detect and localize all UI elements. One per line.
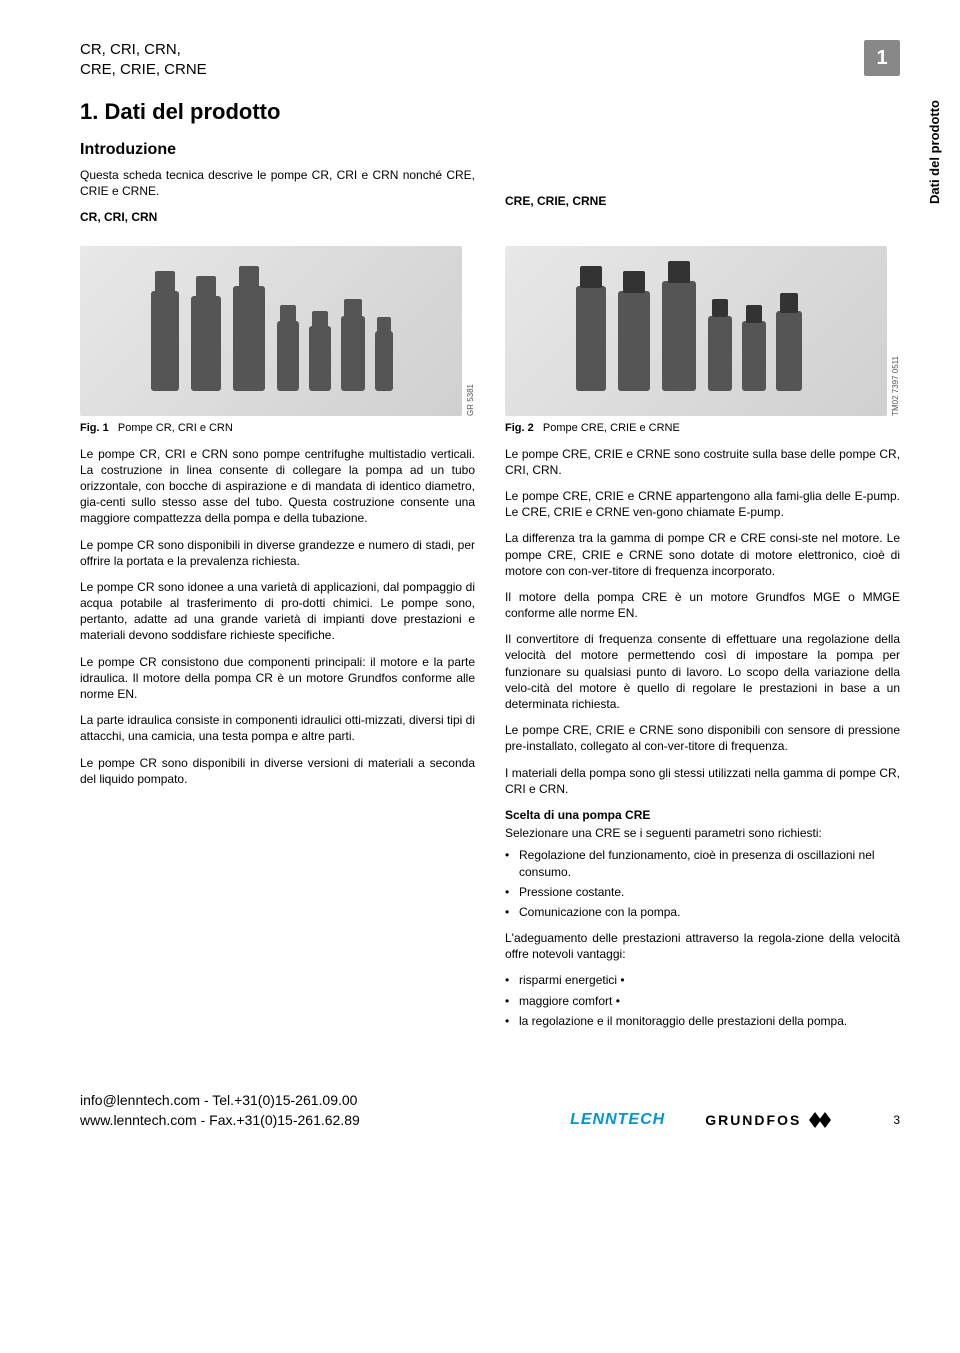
fig1-img-row: GR 5381	[80, 246, 475, 416]
fig1-image	[80, 246, 462, 416]
grundfos-text: GRUNDFOS	[705, 1112, 801, 1128]
intro-p1: Questa scheda tecnica descrive le pompe …	[80, 167, 475, 199]
figures-row: GR 5381 Fig. 1 Pompe CR, CRI e CRN	[80, 246, 900, 446]
grundfos-logo: GRUNDFOS	[705, 1110, 833, 1130]
intro-sub-right: CRE, CRIE, CRNE	[505, 193, 900, 209]
pump-row-icon	[141, 261, 401, 401]
footer-line2: www.lenntech.com - Fax.+31(0)15-261.62.8…	[80, 1111, 360, 1131]
list-item: Comunicazione con la pompa.	[519, 904, 900, 920]
grundfos-icon	[807, 1110, 833, 1130]
fig2-image	[505, 246, 887, 416]
right-p5: Le pompe CRE, CRIE e CRNE sono disponibi…	[505, 722, 900, 754]
intro-left: Introduzione Questa scheda tecnica descr…	[80, 141, 475, 236]
footer-contact: info@lenntech.com - Tel.+31(0)15-261.09.…	[80, 1091, 360, 1130]
fig1-caption: Fig. 1 Pompe CR, CRI e CRN	[80, 422, 475, 434]
footer-logos: LENNTECH GRUNDFOS 3	[570, 1110, 900, 1130]
footer: info@lenntech.com - Tel.+31(0)15-261.09.…	[80, 1079, 900, 1130]
page: CR, CRI, CRN, CRE, CRIE, CRNE 1 Dati del…	[0, 0, 960, 1353]
fig2-caption: Fig. 2 Pompe CRE, CRIE e CRNE	[505, 422, 900, 434]
header-title: CR, CRI, CRN, CRE, CRIE, CRNE	[80, 40, 207, 79]
right-p0: Le pompe CRE, CRIE e CRNE sono costruite…	[505, 446, 900, 478]
left-p3: Le pompe CR consistono due componenti pr…	[80, 654, 475, 703]
header-line1: CR, CRI, CRN,	[80, 41, 181, 58]
fig2-text: Pompe CRE, CRIE e CRNE	[543, 422, 680, 434]
side-tab: Dati del prodotto	[927, 100, 942, 204]
header-row: CR, CRI, CRN, CRE, CRIE, CRNE 1	[80, 40, 900, 79]
fig2-col: TM02 7397 0511 Fig. 2 Pompe CRE, CRIE e …	[505, 246, 900, 446]
left-p0: Le pompe CR, CRI e CRN sono pompe centri…	[80, 446, 475, 527]
footer-fax-label: Fax.	[209, 1112, 236, 1128]
right-p4: Il convertitore di frequenza consente di…	[505, 631, 900, 712]
fig2-label: Fig. 2	[505, 422, 534, 434]
scelta-list2: risparmi energetici • maggiore comfort •…	[505, 972, 900, 1029]
page-badge: 1	[864, 40, 900, 76]
left-column: Le pompe CR, CRI e CRN sono pompe centri…	[80, 446, 475, 1039]
list-item: risparmi energetici •	[519, 972, 900, 988]
fig2-img-row: TM02 7397 0511	[505, 246, 900, 416]
scelta-heading: Scelta di una pompa CRE	[505, 807, 900, 823]
body-columns: Le pompe CR, CRI e CRN sono pompe centri…	[80, 446, 900, 1039]
right-column: Le pompe CRE, CRIE e CRNE sono costruite…	[505, 446, 900, 1039]
list-item: Pressione costante.	[519, 884, 900, 900]
right-p6: I materiali della pompa sono gli stessi …	[505, 765, 900, 797]
right-p2: La differenza tra la gamma di pompe CR e…	[505, 530, 900, 579]
footer-line1: info@lenntech.com - Tel.+31(0)15-261.09.…	[80, 1091, 360, 1111]
intro-heading: Introduzione	[80, 141, 475, 159]
right-p3: Il motore della pompa CRE è un motore Gr…	[505, 589, 900, 621]
lenntech-logo: LENNTECH	[570, 1111, 665, 1129]
scelta-list1: Regolazione del funzionamento, cioè in p…	[505, 847, 900, 920]
intro-sub-left: CR, CRI, CRN	[80, 209, 475, 225]
list-item: Regolazione del funzionamento, cioè in p…	[519, 847, 900, 879]
footer-web: www.lenntech.com	[80, 1112, 197, 1128]
left-p2: Le pompe CR sono idonee a una varietà di…	[80, 579, 475, 644]
list-item: la regolazione e il monitoraggio delle p…	[519, 1013, 900, 1029]
footer-email: info@lenntech.com	[80, 1092, 200, 1108]
footer-fax: +31(0)15-261.62.89	[236, 1112, 359, 1128]
pump-row-icon2	[566, 261, 826, 401]
footer-tel: +31(0)15-261.09.00	[234, 1092, 357, 1108]
intro-row: Introduzione Questa scheda tecnica descr…	[80, 141, 900, 236]
left-p4: La parte idraulica consiste in component…	[80, 712, 475, 744]
left-p5: Le pompe CR sono disponibili in diverse …	[80, 755, 475, 787]
scelta-after: L'adeguamento delle prestazioni attraver…	[505, 930, 900, 962]
list-item: maggiore comfort •	[519, 993, 900, 1009]
fig1-text: Pompe CR, CRI e CRN	[118, 422, 233, 434]
scelta-intro: Selezionare una CRE se i seguenti parame…	[505, 825, 900, 841]
footer-tel-label: Tel.	[212, 1092, 234, 1108]
fig2-code: TM02 7397 0511	[891, 356, 900, 416]
left-p1: Le pompe CR sono disponibili in diverse …	[80, 537, 475, 569]
fig1-label: Fig. 1	[80, 422, 109, 434]
fig1-col: GR 5381 Fig. 1 Pompe CR, CRI e CRN	[80, 246, 475, 446]
section-title: 1. Dati del prodotto	[80, 99, 900, 125]
intro-right: CRE, CRIE, CRNE	[505, 141, 900, 236]
page-number: 3	[893, 1113, 900, 1127]
header-line2: CRE, CRIE, CRNE	[80, 61, 207, 78]
fig1-code: GR 5381	[466, 384, 475, 416]
right-p1: Le pompe CRE, CRIE e CRNE appartengono a…	[505, 488, 900, 520]
